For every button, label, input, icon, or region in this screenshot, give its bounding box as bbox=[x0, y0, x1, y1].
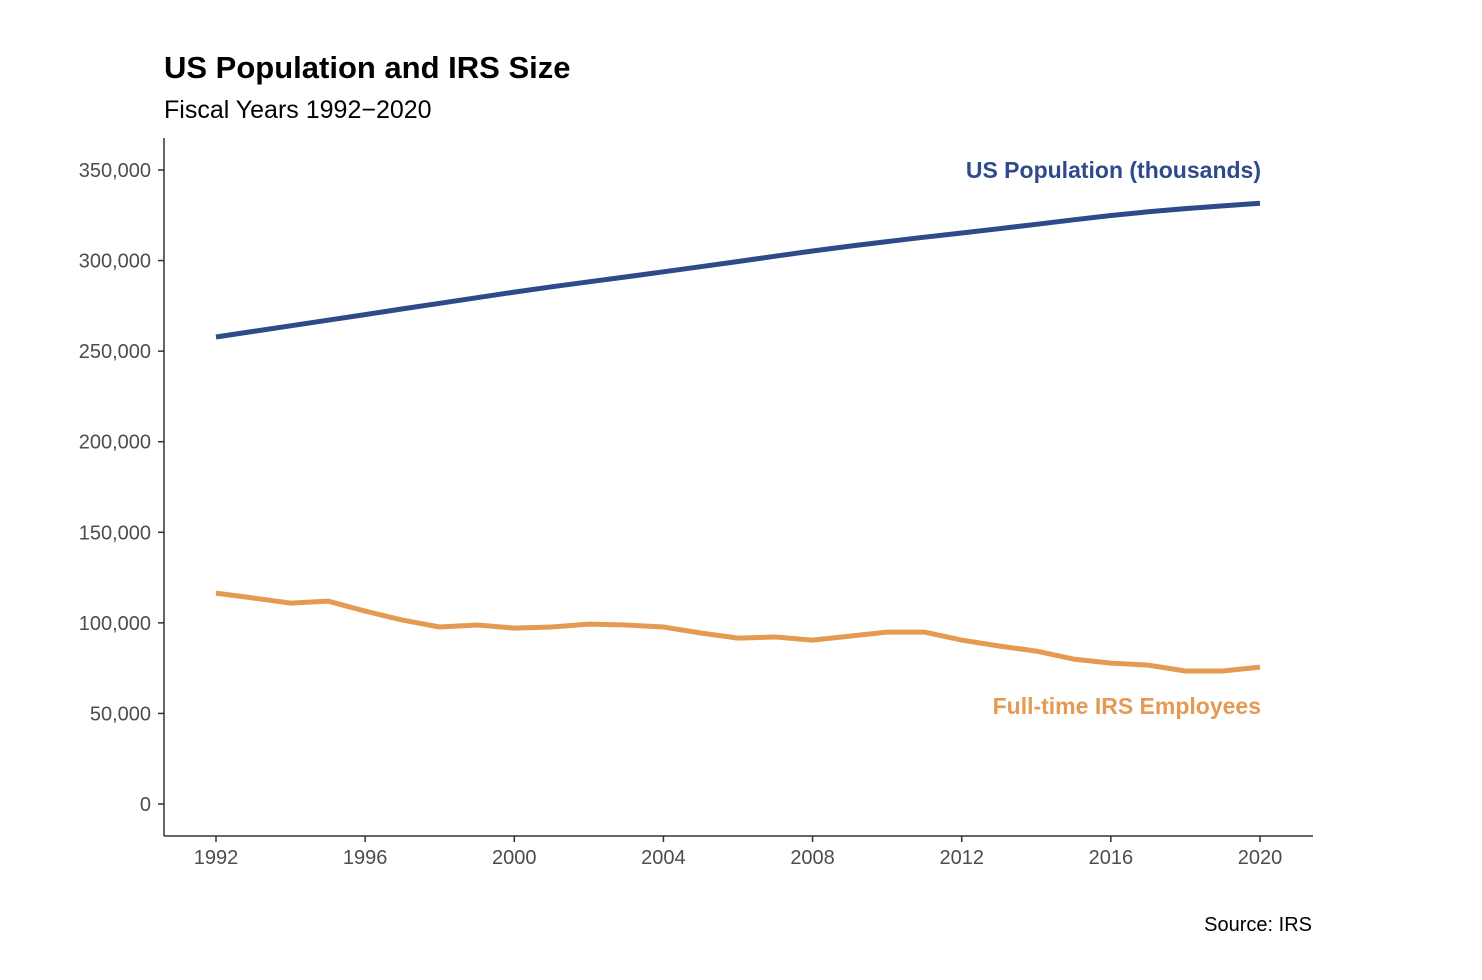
x-tick-label: 2004 bbox=[641, 847, 686, 869]
y-tick-label: 100,000 bbox=[79, 613, 151, 635]
x-tick-label: 2020 bbox=[1238, 847, 1283, 869]
y-tick-label: 50,000 bbox=[90, 703, 151, 725]
chart-subtitle: Fiscal Years 1992−2020 bbox=[164, 96, 432, 124]
y-tick-label: 300,000 bbox=[79, 251, 151, 273]
x-tick-label: 2008 bbox=[790, 847, 835, 869]
y-tick-label: 200,000 bbox=[79, 432, 151, 454]
x-tick-label: 2016 bbox=[1089, 847, 1134, 869]
chart-title: US Population and IRS Size bbox=[164, 50, 570, 85]
x-tick-label: 1992 bbox=[194, 847, 239, 869]
series-lines bbox=[215, 200, 1261, 674]
y-tick-label: 0 bbox=[140, 794, 151, 816]
series-label-population: US Population (thousands) bbox=[966, 157, 1261, 183]
y-tick-label: 150,000 bbox=[79, 522, 151, 544]
x-tick-label: 1996 bbox=[343, 847, 388, 869]
y-tick-label: 350,000 bbox=[79, 160, 151, 182]
y-tick-label: 250,000 bbox=[79, 341, 151, 363]
source-caption: Source: IRS bbox=[1204, 914, 1312, 936]
axes: 0 50,000 100,000 150,000 200,000 250,000 300,0… bbox=[79, 138, 1313, 869]
series-label-irs-employees: Full-time IRS Employees bbox=[993, 693, 1261, 719]
series-line-irs-employees bbox=[215, 590, 1261, 674]
x-tick-label: 2012 bbox=[939, 847, 984, 869]
series-line-population bbox=[215, 200, 1261, 340]
x-tick-label: 2000 bbox=[492, 847, 537, 869]
